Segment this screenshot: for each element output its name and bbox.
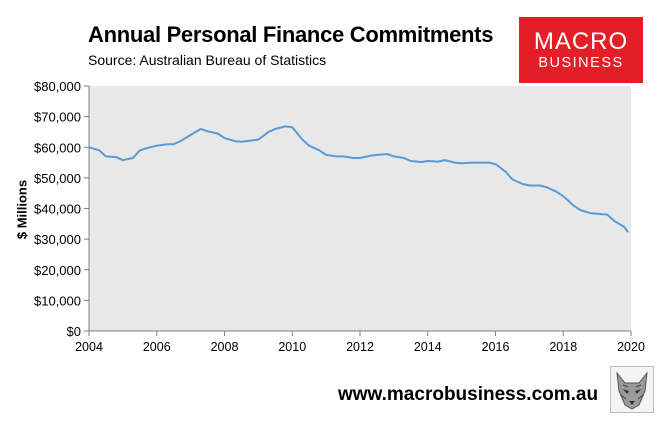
x-tick-label: 2004 xyxy=(75,340,103,354)
y-tick-label: $20,000 xyxy=(34,263,81,278)
y-tick-label: $50,000 xyxy=(34,171,81,186)
plot-area: $0 $10,000 $20,000 $30,000 $40,000 $50,000 $60… xyxy=(34,79,645,354)
chart-subtitle: Source: Australian Bureau of Statistics xyxy=(88,52,327,68)
y-tick-label: $80,000 xyxy=(34,79,81,94)
x-tick-label: 2018 xyxy=(549,340,577,354)
x-tick-label: 2012 xyxy=(346,340,374,354)
plot-background xyxy=(89,86,631,331)
y-tick-label: $30,000 xyxy=(34,232,81,247)
y-tick-label: $40,000 xyxy=(34,202,81,217)
logo-line2: BUSINESS xyxy=(538,55,624,71)
x-tick-label: 2006 xyxy=(143,340,171,354)
wolf-logo-icon xyxy=(610,366,654,413)
chart-title: Annual Personal Finance Commitments xyxy=(88,22,494,47)
y-tick-label: $60,000 xyxy=(34,140,81,155)
x-tick-label: 2008 xyxy=(211,340,239,354)
series-line xyxy=(88,125,629,233)
y-tick-label: $0 xyxy=(67,324,81,339)
x-tick-label: 2020 xyxy=(617,340,645,354)
website-url: www.macrobusiness.com.au xyxy=(338,384,599,405)
x-tick-label: 2014 xyxy=(414,340,442,354)
y-tick-label: $10,000 xyxy=(34,293,81,308)
x-tick-label: 2016 xyxy=(482,340,510,354)
logo-line1: MACRO xyxy=(533,28,629,55)
y-tick-label: $70,000 xyxy=(34,110,81,125)
macrobusiness-logo: MACRO BUSINESS xyxy=(519,17,643,83)
x-tick-label: 2010 xyxy=(278,340,306,354)
